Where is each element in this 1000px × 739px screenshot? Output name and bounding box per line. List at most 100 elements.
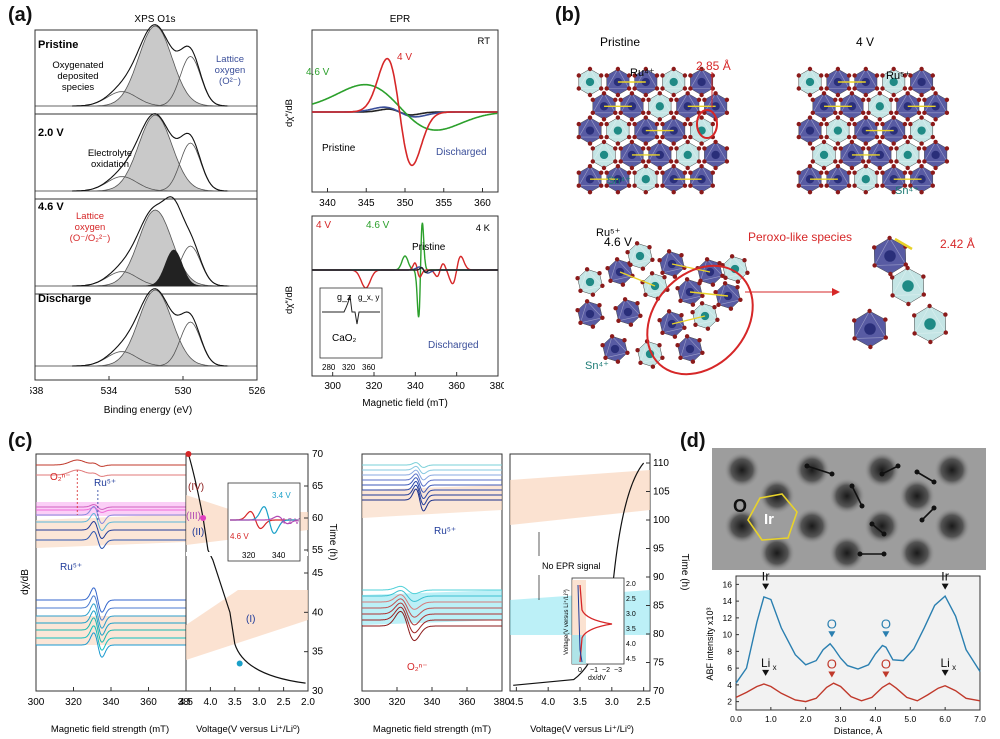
epr-rt-label-discharged: Discharged <box>436 147 487 158</box>
xps-peak-deposited <box>72 289 230 367</box>
abf-atom-dot <box>934 508 970 544</box>
c-right-voltage-x-tick: 2.5 <box>637 697 651 708</box>
c-left-epr-trace <box>36 625 186 651</box>
abf-markers: Ir IrO OO OLi x Li x <box>761 572 956 678</box>
struct-pristine <box>576 66 730 195</box>
epr-4k-label-4v: 4 V <box>316 220 331 231</box>
c-right-voltage-y-tick: 105 <box>653 487 670 498</box>
c-right-epr-trace-top <box>362 484 502 506</box>
c-left-voltage-y-tick: 30 <box>312 686 324 697</box>
epr-4k-corner: 4 K <box>476 223 491 234</box>
abf-marker-label: O <box>827 616 837 631</box>
c-right-epr-trace-bottom <box>362 598 502 618</box>
c-left-epr-trace <box>36 595 186 621</box>
c-right-voltage-x-tick: 3.5 <box>573 697 587 708</box>
epr-rt-label-4v: 4 V <box>397 52 412 63</box>
abf-x-tick: 0.0 <box>730 714 742 724</box>
c-right-epr-x-tick: 340 <box>424 697 441 708</box>
c-right-inset-trace-2 <box>577 584 583 663</box>
c-left-epr-x-ticks: 300 320 340 360 380 <box>28 687 190 708</box>
c-right-inset-x-tick: −2 <box>602 667 610 674</box>
abf-y-tick: 8 <box>727 646 732 656</box>
c-right-epr-chart: 300 320 340 360 380 Magnetic field strength … <box>354 453 511 735</box>
epr-4k-ylabel: dχ″/dB <box>284 286 295 314</box>
c-right-epr-x-tick: 380 <box>494 697 511 708</box>
abf-marker-triangle <box>882 631 890 638</box>
c-right-inset-x-tick: −1 <box>590 667 598 674</box>
epr-rt-x-ticks: 340 345 350 355 360 <box>319 188 491 209</box>
epr-rt-label-pristine: Pristine <box>322 143 356 154</box>
c-left-epr-x-tick: 380 <box>178 697 190 708</box>
epr-rt-corner: RT <box>478 36 491 47</box>
epr-4k-inset-gz: g_z <box>337 292 352 302</box>
c-left-voltage-y-tick: 70 <box>312 450 324 460</box>
c-right-epr-x-tick: 320 <box>389 697 406 708</box>
c-left-epr-trace <box>36 505 186 525</box>
c-right-voltage-y-tick: 110 <box>653 458 669 469</box>
c-right-inset-y-tick: 2.5 <box>626 596 636 603</box>
abf-atom-dot <box>759 535 795 570</box>
c-right-epr-curves <box>362 462 502 642</box>
c-left-epr-trace <box>36 603 186 629</box>
c-right-inset-y-tick: 3.5 <box>626 626 636 633</box>
c-right-inset-y-tick: 4.0 <box>626 641 636 648</box>
c-left-epr-trace <box>36 520 186 540</box>
c-left-epr-trace <box>36 469 186 477</box>
abf-y-tick: 4 <box>727 680 732 690</box>
epr-rt-series <box>312 57 498 167</box>
c-left-inset-tick-0: 320 <box>242 551 256 560</box>
c-right-epr-trace-top <box>362 488 502 512</box>
c-right-epr-x-ticks: 300 320 340 360 380 <box>354 687 511 708</box>
struct-label-ru4: Ru⁴⁺ <box>630 67 655 79</box>
epr-rt-x-tick: 355 <box>435 198 452 209</box>
struct-arrow-peroxo-head <box>832 288 840 296</box>
c-left-inset-label-42: 4.2 V <box>281 517 300 526</box>
c-left-region-iv: (IV) <box>188 482 204 493</box>
abf-marker-triangle <box>882 671 890 678</box>
xps-title: XPS O1s <box>134 14 175 25</box>
c-left-voltage-y-ticks: 30 35 40 45 55 60 65 70 <box>304 450 324 697</box>
abf-series-line-0 <box>735 594 981 684</box>
abf-atom-dot <box>724 452 760 488</box>
c-right-inset-ylabel: Voltage(V versus Li⁺/Li⁰) <box>563 589 570 655</box>
c-right-epr-xlabel: Magnetic field strength (mT) <box>373 724 491 735</box>
c-left-region-i: (I) <box>246 614 255 625</box>
c-left-epr-trace <box>36 459 186 467</box>
epr-4k-inset-label: CaO₂ <box>332 333 357 344</box>
c-left-epr-trace <box>36 507 186 513</box>
c-left-voltage-x-ticks: 4.5 4.0 3.5 3.0 2.5 2.0 <box>179 687 315 708</box>
epr-rt-x-tick: 350 <box>397 198 414 209</box>
c-left-voltage-x-tick: 4.5 <box>179 697 193 708</box>
panel-label-c: (c) <box>8 430 33 452</box>
c-left-voltage-line <box>187 453 306 684</box>
abf-marker-sub: x <box>952 663 956 672</box>
c-left-label-o2: O₂ⁿ⁻ <box>50 472 71 483</box>
c-right-voltage-chart: 4.5 4.0 3.5 3.0 2.5 70 75 80 85 90 95 100 105 110 Ti… <box>509 453 690 735</box>
c-left-epr-frame <box>35 453 187 692</box>
abf-marker-triangle <box>828 631 836 638</box>
c-right-voltage-y-tick: 70 <box>653 686 665 697</box>
c-left-inset-label-34: 3.4 V <box>272 491 291 500</box>
c-right-label-o2: O₂ⁿ⁻ <box>407 662 428 673</box>
c-left-epr-xlabel: Magnetic field strength (mT) <box>51 724 169 735</box>
c-left-voltage-x-tick: 4.0 <box>203 697 217 708</box>
abf-x-tick: 1.0 <box>765 714 777 724</box>
epr-title: EPR <box>390 14 411 25</box>
c-right-voltage-y-tick: 75 <box>653 658 665 669</box>
c-right-voltage-x-ticks: 4.5 4.0 3.5 3.0 2.5 <box>509 687 651 708</box>
abf-x-tick: 3.0 <box>835 714 847 724</box>
c-left-epr-chart: 300 320 340 360 380 dχ/dB Magnetic field str… <box>20 453 190 735</box>
struct-label-ru5-top: Ru⁵⁺ <box>886 70 911 82</box>
abf-hexagon <box>747 493 798 541</box>
c-left-label-ru-bottom: Ru⁵⁺ <box>60 562 82 573</box>
c-left-voltage-x-tick: 2.5 <box>277 697 291 708</box>
c-left-inset-trace <box>230 515 298 525</box>
abf-y-ticks: 2 4 6 8 10 12 14 16 <box>723 579 739 707</box>
c-left-voltage-y-tick: 40 <box>312 607 324 618</box>
c-left-voltage-xlabel: Voltage(V versus Li⁺/Li⁰) <box>196 724 300 735</box>
abf-dots <box>724 452 970 570</box>
epr-4k-label-discharged: Discharged <box>428 340 479 351</box>
abf-series <box>735 594 981 703</box>
c-right-inset-x-tick: 0 <box>578 667 582 674</box>
c-right-epr-trace-bottom <box>362 589 502 603</box>
